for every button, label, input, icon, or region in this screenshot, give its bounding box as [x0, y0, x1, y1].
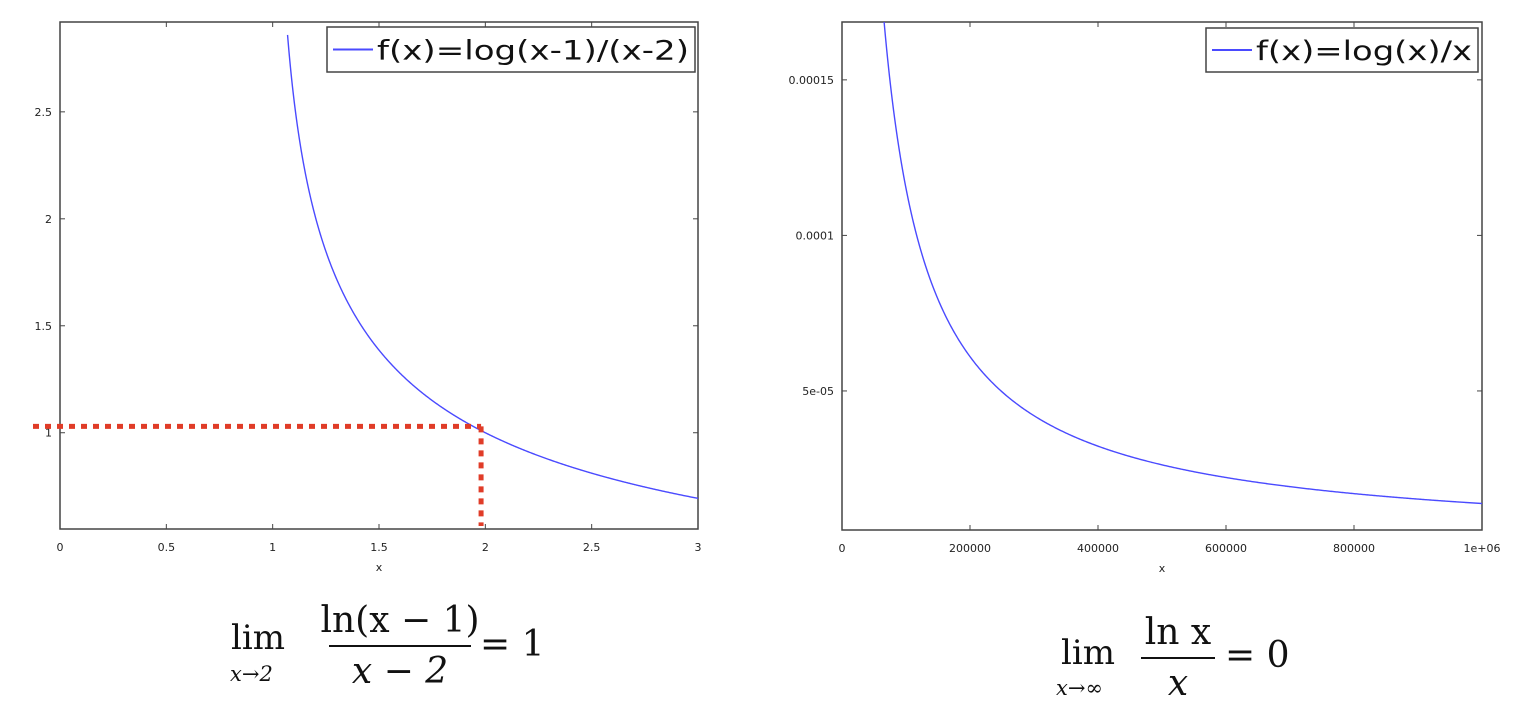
formula-left-sub: x→2 [230, 662, 273, 686]
formula-left-rhs: = 1 [480, 624, 545, 665]
x-tick-label: 3 [695, 541, 702, 554]
x-tick-label: 1e+06 [1464, 542, 1501, 555]
y-tick-label: 1.5 [35, 320, 53, 333]
legend-label: f(x)=log(x-1)/(x-2) [377, 36, 689, 67]
x-tick-label: 1.5 [370, 541, 388, 554]
fraction-bar [329, 645, 471, 647]
x-tick-label: 400000 [1077, 542, 1119, 555]
x-tick-label: 0.5 [158, 541, 176, 554]
formula-left-denominator: x − 2 [351, 651, 449, 692]
x-tick-label: 200000 [949, 542, 991, 555]
x-axis-label: x [376, 561, 383, 574]
plot-frame [59, 21, 699, 530]
formula-right-numerator: ln x [1144, 612, 1212, 653]
y-tick-label: 2.5 [35, 106, 53, 119]
x-tick-label: 600000 [1205, 542, 1247, 555]
legend: f(x)=log(x-1)/(x-2) [326, 26, 696, 73]
y-tick-label: 5e-05 [802, 385, 834, 398]
x-tick-label: 2 [482, 541, 489, 554]
x-tick-label: 1 [269, 541, 276, 554]
y-tick-label: 0.00015 [789, 74, 835, 87]
formula-left-fraction: ln(x − 1) x − 2 [320, 600, 479, 692]
legend-box [326, 26, 696, 73]
formula-right-lim: lim [1061, 633, 1115, 673]
y-tick-label: 0.0001 [796, 229, 835, 242]
x-tick-label: 800000 [1333, 542, 1375, 555]
y-tick-label: 2 [45, 213, 52, 226]
series-line [286, 34, 698, 500]
plot-frame [841, 21, 1483, 531]
x-axis-label: x [1159, 562, 1166, 575]
formula-right-sub: x→∞ [1056, 676, 1103, 700]
formula-right-fraction: ln x x [1141, 612, 1215, 704]
formula-right-denominator: x [1167, 663, 1189, 704]
chart-1: 0 0.5 1 1.5 2 2.5 3 1 1.5 2 2.5 x f(x)=log(x-1)/(x-2… [33, 21, 702, 574]
formula-left-lim: lim [231, 618, 285, 658]
fraction-bar [1141, 657, 1215, 659]
series-line [883, 22, 1482, 505]
y-tick-label: 1 [45, 427, 52, 440]
formula-left-numerator: ln(x − 1) [320, 600, 480, 641]
formula-right-rhs: = 0 [1225, 635, 1290, 676]
x-tick-label: 0 [839, 542, 846, 555]
legend-label: f(x)=log(x)/x [1256, 36, 1472, 67]
legend: f(x)=log(x)/x [1205, 27, 1479, 73]
x-tick-label: 2.5 [583, 541, 601, 554]
x-tick-label: 0 [57, 541, 64, 554]
chart-2: 0 200000 400000 600000 800000 1e+06 5e-05 0.000… [789, 21, 1501, 575]
